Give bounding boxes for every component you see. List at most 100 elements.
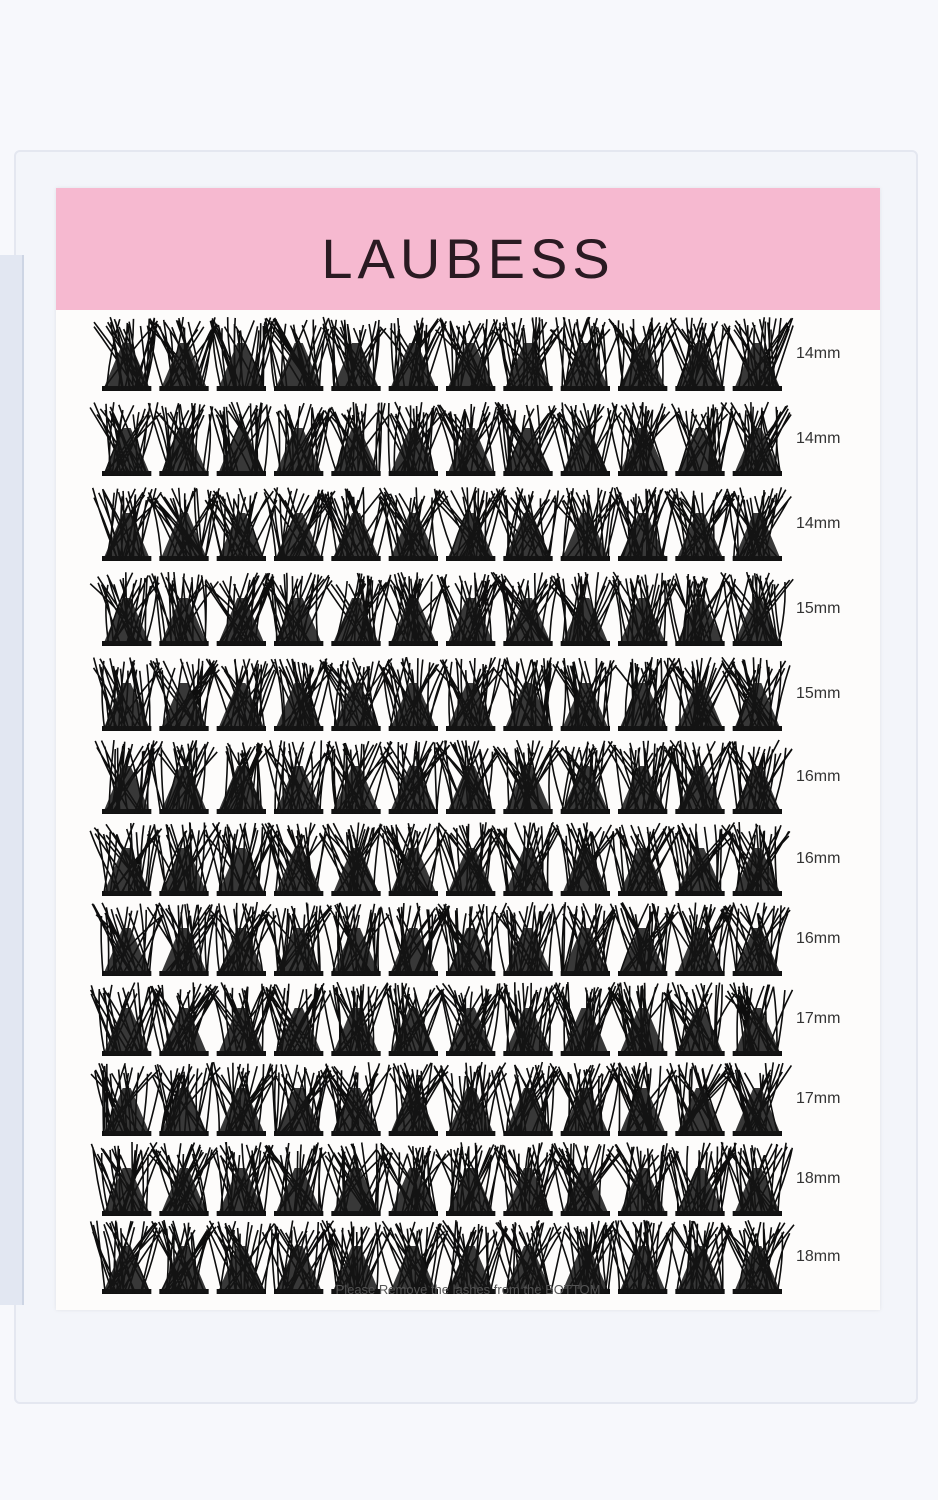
lash-cluster — [89, 822, 163, 896]
lash-cluster — [325, 572, 392, 646]
lash-cluster — [721, 822, 791, 896]
lash-cluster — [262, 572, 333, 646]
lash-cluster — [94, 740, 164, 814]
lash-cluster — [204, 572, 275, 646]
lash-cluster — [209, 317, 277, 391]
lash-cluster — [434, 317, 507, 391]
lash-cluster — [605, 1061, 677, 1136]
lash-cluster — [726, 739, 793, 814]
lash-cluster — [553, 1220, 620, 1294]
lash-cluster — [263, 740, 335, 814]
lash-cluster — [490, 486, 565, 561]
lash-row — [92, 656, 791, 731]
lash-cluster — [320, 1062, 392, 1136]
lash-cluster — [548, 402, 623, 476]
lash-cluster — [436, 822, 502, 896]
lash-cluster — [148, 572, 220, 646]
lash-cluster — [151, 1219, 217, 1294]
lash-cluster — [262, 982, 332, 1056]
lash-row — [90, 1061, 793, 1136]
lash-cluster — [494, 401, 563, 476]
lash-row — [93, 316, 794, 391]
row-length-label: 14mm — [796, 430, 841, 447]
lash-cluster — [319, 1219, 392, 1294]
lash-cluster — [378, 656, 448, 731]
lash-cluster — [378, 401, 447, 476]
lash-cluster — [92, 657, 163, 731]
lash-cluster — [435, 1219, 509, 1294]
lash-cluster — [266, 402, 334, 476]
lash-row — [89, 401, 792, 476]
row-length-label: 18mm — [796, 1248, 841, 1265]
lash-cluster — [270, 658, 334, 731]
lash-cluster — [493, 1142, 566, 1216]
lash-cluster — [388, 1062, 449, 1136]
lash-cluster — [146, 821, 222, 896]
lash-row — [91, 486, 792, 561]
lash-card: LAUBESS 14mm 14mm 14mm 15mm 15mm 16mm 16mm 16mm… — [56, 188, 880, 1310]
lash-cluster — [261, 1220, 336, 1294]
lash-cluster — [491, 316, 564, 391]
lash-cluster — [434, 656, 506, 731]
lash-cluster — [151, 1062, 221, 1136]
lash-cluster — [720, 1220, 795, 1294]
lash-cluster — [496, 982, 565, 1056]
lash-cluster — [206, 1061, 278, 1136]
lash-cluster — [89, 982, 162, 1056]
lash-row — [91, 901, 791, 976]
lash-cluster — [607, 740, 680, 814]
lash-cluster — [721, 317, 794, 391]
lash-cluster — [319, 486, 392, 561]
lash-cluster — [209, 401, 272, 476]
lash-cluster — [664, 902, 735, 976]
row-length-label: 15mm — [796, 685, 841, 702]
lash-cluster — [148, 982, 220, 1056]
row-length-label: 16mm — [796, 930, 841, 947]
lash-cluster — [146, 740, 218, 814]
lash-cluster — [271, 1064, 336, 1136]
lash-cluster — [663, 982, 737, 1056]
row-length-label: 18mm — [796, 1170, 841, 1187]
row-length-label: 16mm — [796, 768, 841, 785]
lash-cluster — [552, 822, 619, 896]
lash-cluster — [205, 658, 278, 731]
lash-cluster — [379, 740, 451, 814]
lash-cluster — [605, 1219, 676, 1294]
lash-cluster — [379, 317, 448, 391]
lash-cluster — [378, 572, 450, 646]
lash-cluster — [93, 316, 159, 391]
lash-cluster — [321, 402, 391, 476]
lash-cluster — [551, 487, 622, 561]
lash-cluster — [206, 1220, 279, 1294]
lash-cluster — [211, 1141, 274, 1216]
lash-cluster — [490, 821, 559, 896]
lash-cluster — [491, 1061, 563, 1136]
lash-cluster — [148, 1142, 219, 1216]
lash-cluster — [549, 740, 617, 814]
footer-note: Please Remove the lashes from the BOTTOM — [335, 1282, 601, 1297]
lash-cluster — [720, 571, 794, 646]
lash-cluster — [664, 487, 736, 561]
lash-cluster — [605, 822, 680, 896]
lash-cluster — [720, 401, 792, 476]
lash-cluster — [552, 657, 618, 731]
lash-cluster — [262, 1142, 335, 1216]
lash-cluster — [146, 902, 221, 976]
lash-cluster — [607, 981, 673, 1056]
brand-header: LAUBESS — [56, 188, 880, 310]
lash-cluster — [722, 1062, 793, 1136]
lash-cluster — [664, 572, 737, 646]
lash-cluster — [433, 1061, 508, 1136]
lash-cluster — [146, 487, 220, 561]
lash-cluster — [492, 739, 564, 814]
lash-cluster — [378, 487, 449, 561]
lash-cluster — [318, 1142, 394, 1216]
lash-cluster — [262, 902, 333, 976]
lash-cluster — [263, 487, 336, 561]
lash-cluster — [376, 1220, 449, 1294]
brand-name: LAUBESS — [321, 227, 615, 290]
lash-cluster — [663, 1142, 737, 1216]
lash-cluster — [492, 1219, 566, 1294]
lash-row — [89, 571, 794, 646]
lash-cluster — [664, 739, 736, 814]
